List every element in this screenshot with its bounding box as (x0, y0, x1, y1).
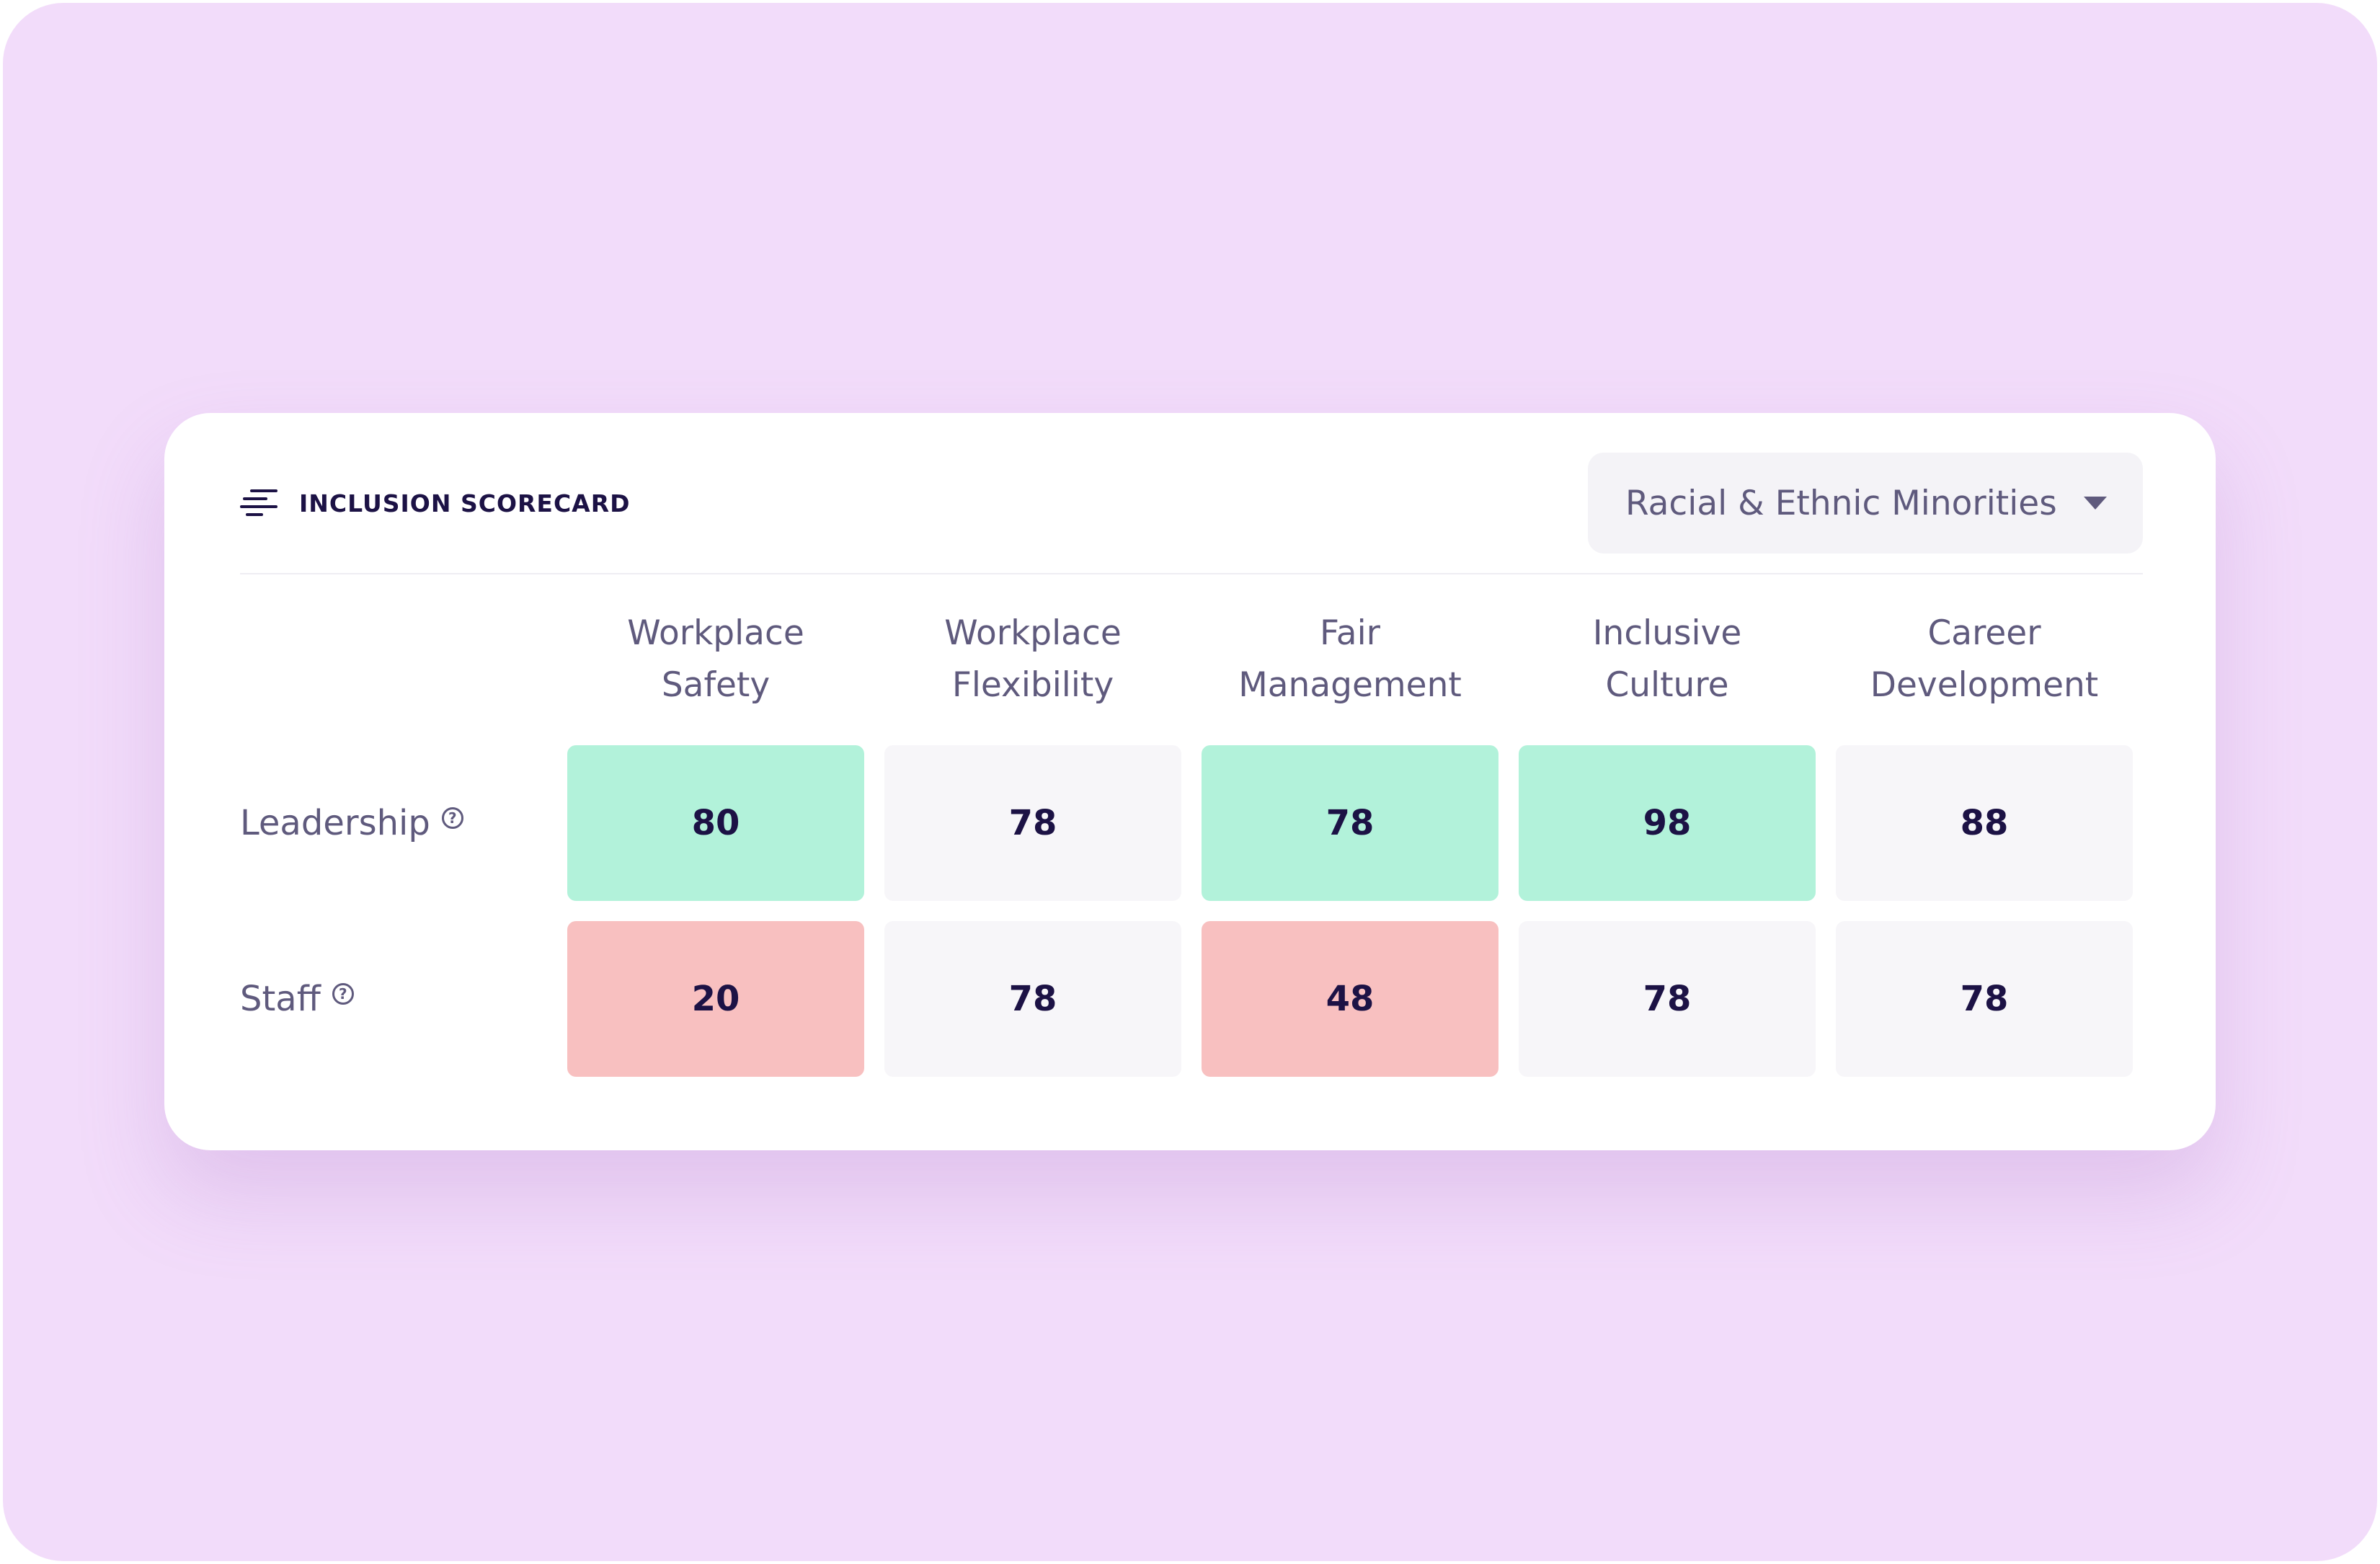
score-cell-staff-workplace-safety[interactable]: 20 (567, 921, 864, 1077)
score-cell-leadership-workplace-safety[interactable]: 80 (567, 745, 864, 901)
column-header-line: Career (1927, 613, 2041, 653)
row-label-text: Leadership (240, 803, 430, 843)
score-cell-leadership-workplace-flexibility[interactable]: 78 (884, 745, 1181, 901)
row-label-staff: Staff ? (240, 921, 354, 1077)
column-header-fair-management: Fair Management (1202, 608, 1498, 711)
column-header-inclusive-culture: Inclusive Culture (1519, 608, 1816, 711)
score-cell-staff-workplace-flexibility[interactable]: 78 (884, 921, 1181, 1077)
help-icon[interactable]: ? (441, 807, 463, 829)
column-header-line: Management (1238, 665, 1462, 705)
card-title: INCLUSION SCORECARD (299, 489, 631, 517)
row-label-text: Staff (240, 979, 321, 1019)
column-header-line: Fair (1320, 613, 1380, 653)
column-header-workplace-safety: Workplace Safety (567, 608, 864, 711)
group-select-dropdown[interactable]: Racial & Ethnic Minorities (1588, 453, 2143, 554)
score-cell-staff-career-development[interactable]: 78 (1836, 921, 2133, 1077)
score-cell-leadership-fair-management[interactable]: 78 (1202, 745, 1498, 901)
scorecard-icon (240, 489, 277, 516)
header-divider (240, 573, 2143, 574)
score-cell-leadership-career-development[interactable]: 88 (1836, 745, 2133, 901)
column-header-line: Development (1870, 665, 2099, 705)
card-title-group: INCLUSION SCORECARD (240, 453, 631, 554)
chevron-down-icon (2084, 497, 2107, 510)
score-cell-staff-fair-management[interactable]: 48 (1202, 921, 1498, 1077)
column-header-line: Flexibility (951, 665, 1114, 705)
group-select-value: Racial & Ethnic Minorities (1625, 483, 2057, 523)
column-header-line: Workplace (627, 613, 804, 653)
column-header-line: Workplace (944, 613, 1122, 653)
help-icon[interactable]: ? (332, 983, 354, 1005)
column-header-line: Inclusive (1592, 613, 1742, 653)
column-header-workplace-flexibility: Workplace Flexibility (884, 608, 1181, 711)
column-header-career-development: Career Development (1836, 608, 2133, 711)
inclusion-scorecard-card: INCLUSION SCORECARD Racial & Ethnic Mino… (164, 413, 2216, 1150)
score-cell-leadership-inclusive-culture[interactable]: 98 (1519, 745, 1816, 901)
column-header-line: Safety (661, 665, 771, 705)
row-label-leadership: Leadership ? (240, 745, 463, 901)
column-header-line: Culture (1605, 665, 1729, 705)
score-cell-staff-inclusive-culture[interactable]: 78 (1519, 921, 1816, 1077)
card-header: INCLUSION SCORECARD Racial & Ethnic Mino… (240, 453, 2143, 554)
